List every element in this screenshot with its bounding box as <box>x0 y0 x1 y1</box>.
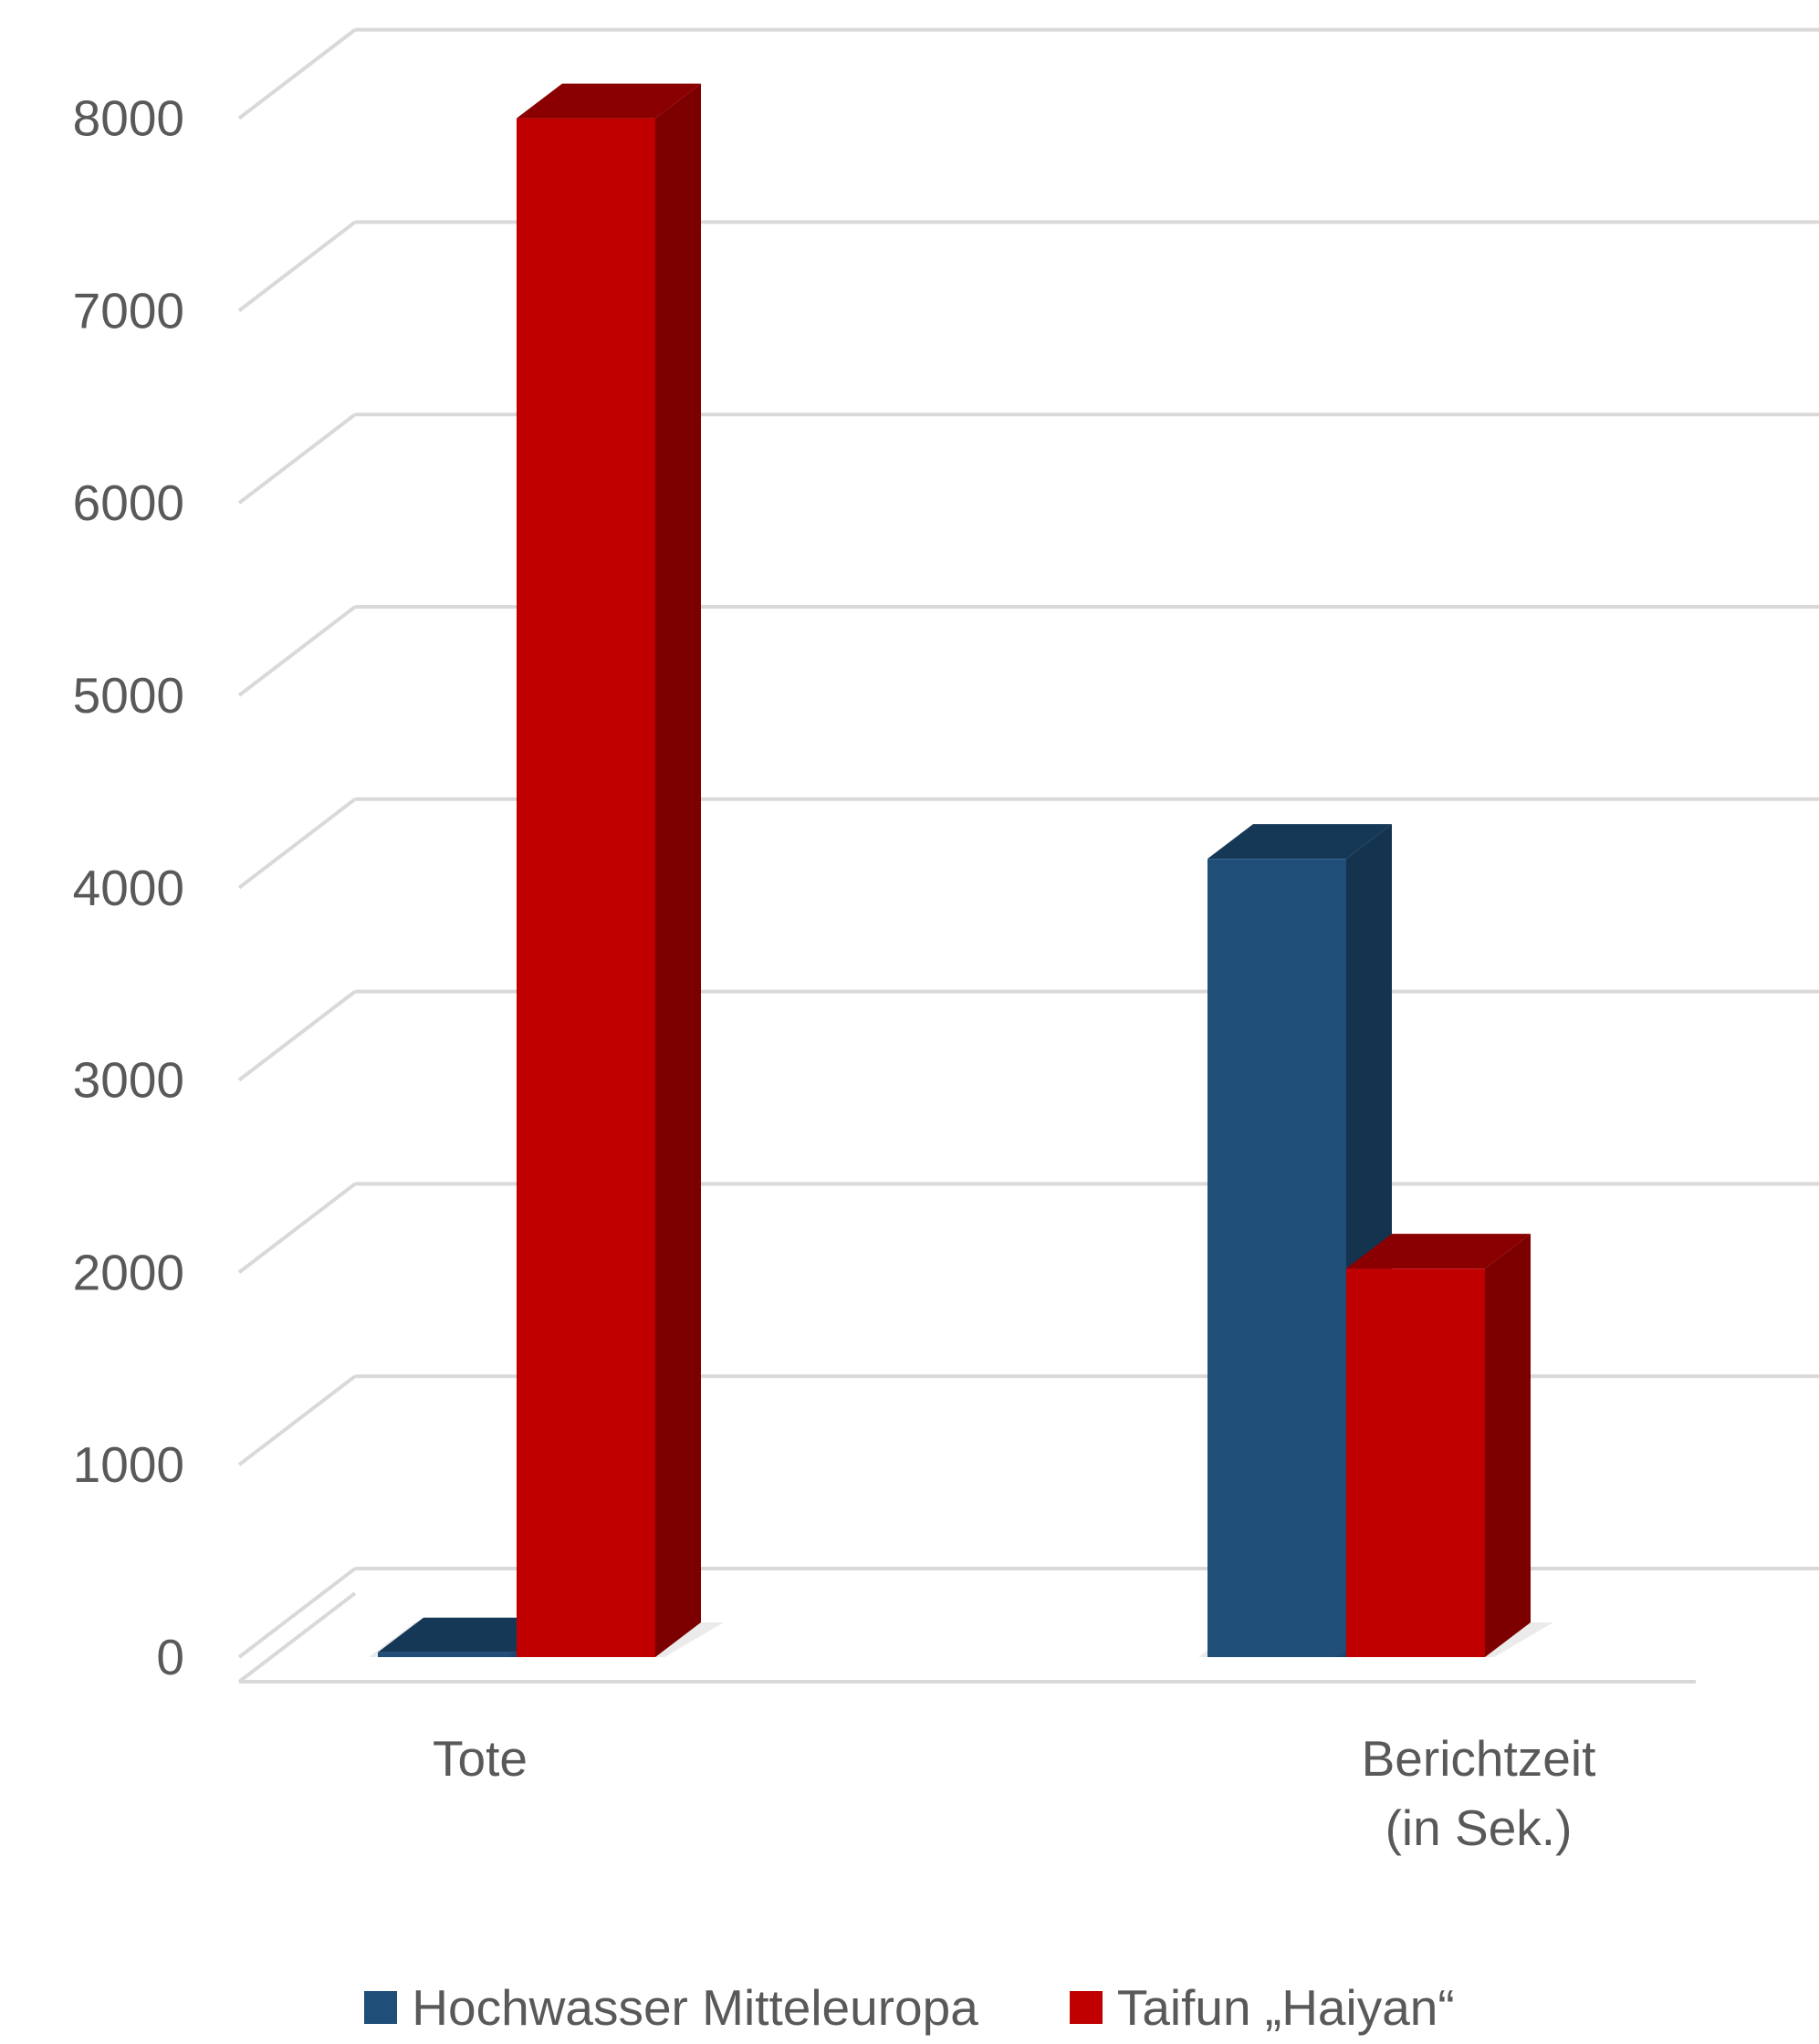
x-category-label: Berichtzeit (in Sek.) <box>1362 1730 1596 1856</box>
gridline-side <box>237 1182 357 1274</box>
legend-label-hochwasser: Hochwasser Mitteleuropa <box>412 1979 978 2036</box>
bar-side <box>1485 1234 1531 1657</box>
legend-item-hochwasser: Hochwasser Mitteleuropa <box>364 1978 978 2037</box>
y-axis: 0 1000 2000 3000 4000 5000 6000 7000 8000 <box>73 90 184 1685</box>
bar-top <box>378 1617 562 1653</box>
bar-1-1 <box>1337 1234 1553 1657</box>
bar-front <box>1207 859 1346 1657</box>
y-tick-label: 7000 <box>73 282 184 339</box>
legend-swatch-hochwasser <box>364 1991 398 2024</box>
bar-side <box>655 83 701 1658</box>
bar-1-0 <box>507 83 724 1658</box>
gridline-side <box>237 605 357 697</box>
y-tick-label: 6000 <box>73 474 184 531</box>
y-tick-label: 1000 <box>73 1436 184 1493</box>
bar-0-1 <box>1198 824 1415 1657</box>
gridline-side <box>237 412 357 505</box>
bar-top <box>1346 1234 1531 1269</box>
y-tick-label: 3000 <box>73 1052 184 1109</box>
gridline-side <box>237 1374 357 1466</box>
gridline-side <box>237 220 357 312</box>
gridline-side <box>237 990 357 1082</box>
bars <box>369 83 1553 1658</box>
legend-label-haiyan: Taifun „Haiyan“ <box>1116 1979 1455 2036</box>
bar-top <box>517 83 701 119</box>
bar-front <box>517 118 655 1658</box>
y-tick-label: 8000 <box>73 90 184 147</box>
legend-swatch-haiyan <box>1069 1991 1103 2024</box>
bar-front <box>1346 1268 1485 1657</box>
bar-front <box>378 1652 517 1657</box>
bar-top <box>1207 824 1392 860</box>
gridline-side <box>237 798 357 890</box>
gridlines <box>237 27 1819 1684</box>
gridline-side <box>237 1567 357 1659</box>
x-category-label: Tote <box>433 1730 528 1787</box>
y-tick-label: 2000 <box>73 1244 184 1300</box>
y-tick-label: 4000 <box>73 860 184 916</box>
y-tick-label: 5000 <box>73 667 184 724</box>
x-axis: Tote Berichtzeit (in Sek.) <box>433 1730 1595 1856</box>
legend-item-haiyan: Taifun „Haiyan“ <box>1069 1978 1455 2037</box>
gridline-side <box>237 28 357 120</box>
floor-side-edge <box>237 1591 357 1684</box>
y-tick-label: 0 <box>156 1629 184 1685</box>
legend: Hochwasser Mitteleuropa Taifun „Haiyan“ <box>0 1971 1819 2044</box>
